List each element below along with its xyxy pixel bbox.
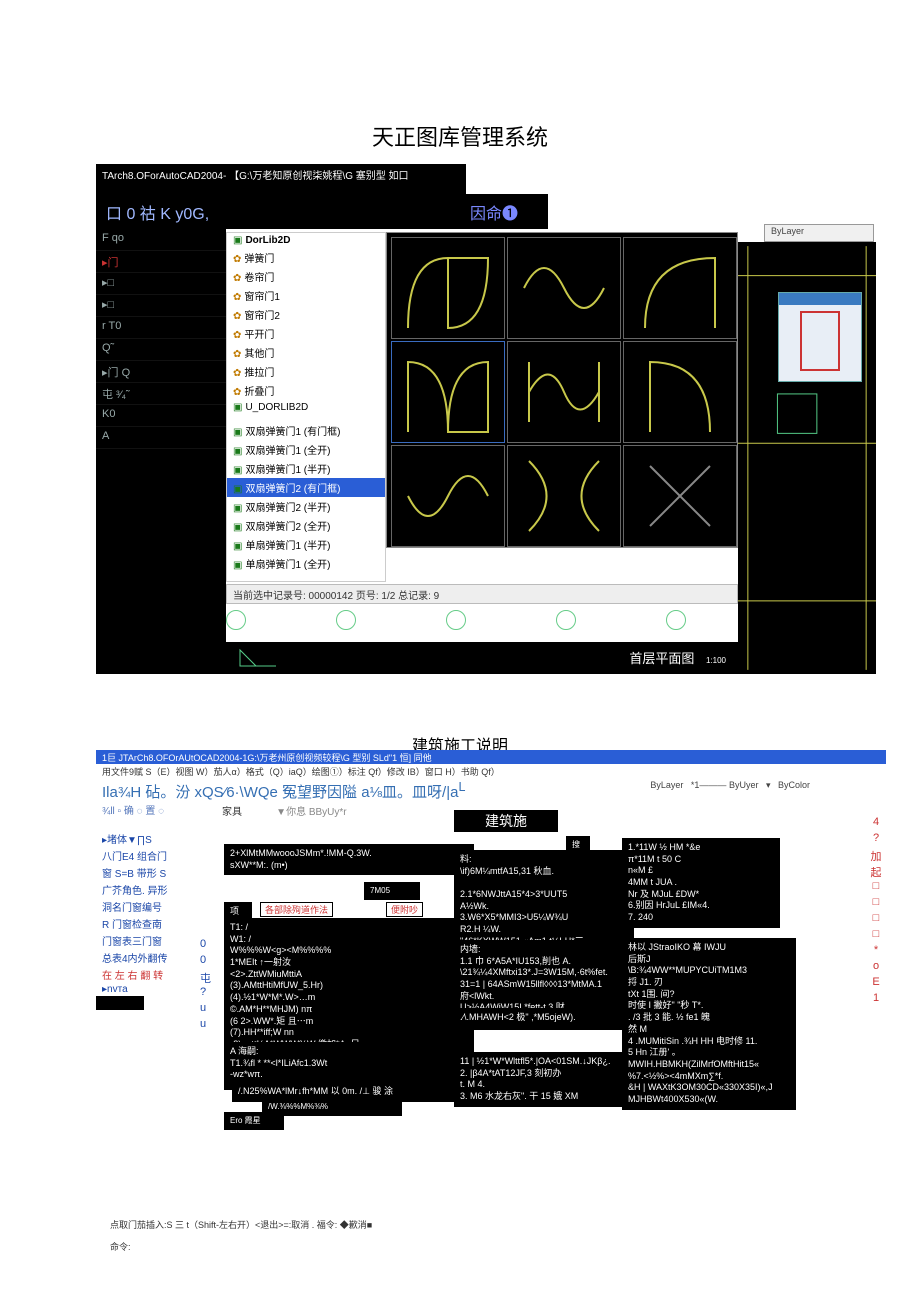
inset-header	[779, 293, 861, 305]
plan-title-block: 首层平面图 1:100	[226, 642, 738, 674]
tree-item[interactable]: ✿折叠门	[227, 381, 385, 400]
library-preview-grid[interactable]	[386, 232, 738, 548]
right-glyph-column: 4?加起□□□□*oE1	[868, 816, 884, 1008]
note-block: 7M05	[364, 882, 420, 900]
note-block: 2+XlMtMMwoooJSMm*.!MM-Q.3W.sXW**M:. (m•)	[224, 844, 474, 875]
palette-row[interactable]: ▸门	[96, 251, 226, 273]
command-line-1: 点取门茄插入:S 三 t（Shift-左右开）<退出>=:取消 . 福令: ◆歉…	[110, 1218, 372, 1231]
command-line-2[interactable]: 命令:	[110, 1240, 131, 1253]
side-menu-item[interactable]: ▸堵体▼∏S	[96, 830, 200, 847]
library-statusbar: 当前选中记录号: 00000142 页号: 1/2 总记录: 9	[226, 584, 738, 604]
tree-item-selected[interactable]: ▣双扇弹簧门2 (有门框)	[227, 478, 385, 497]
side-menu-item[interactable]: 八门E4 组合门	[96, 847, 200, 864]
note-block: Ero 霞星	[224, 1112, 284, 1130]
side-menu-item[interactable]: R 门窗检查南	[96, 915, 200, 932]
preview-cell[interactable]	[507, 341, 621, 443]
tree-item[interactable]: ▣双扇弹簧门2 (半开)	[227, 497, 385, 516]
tree-item[interactable]: ✿推拉门	[227, 362, 385, 381]
tree-item[interactable]: ▣单扇弹簧门1 (半开)	[227, 535, 385, 554]
side-menu-item[interactable]: 在 左 右 翻 转	[96, 966, 200, 983]
library-tree[interactable]: ▣DorLib2D ✿弹簧门 ✿卷帘门 ✿窗帘门1 ✿窗帘门2 ✿平开门 ✿其他…	[226, 232, 386, 582]
side-menu-item[interactable]: ▸nvтa	[96, 983, 200, 996]
palette-row[interactable]: K0	[96, 405, 226, 427]
cad-left-palette: F qo ▸门 ▸□ ▸□ r T0 Q˜ ▸门 Q 屯 ³⁄₄˜ K0 A	[96, 229, 226, 674]
col-grid-markers	[226, 610, 866, 640]
side-menu-item[interactable]: 窗 S=B 带形 S	[96, 864, 200, 881]
plan-scale: 1:100	[706, 656, 726, 665]
toolbar-glyphs: 口 0 祜 K y0G,	[106, 206, 209, 223]
tree-item[interactable]: ✿窗帘门2	[227, 305, 385, 324]
tree-item[interactable]: ✿卷帘门	[227, 267, 385, 286]
toolbar-yin: 因命❶	[470, 200, 518, 224]
palette-row[interactable]: 屯 ³⁄₄˜	[96, 383, 226, 405]
note-block: A 海嗣:T1.¾fl * **<l*ILiAfc1.3Wt -wz*wπ.	[224, 1042, 474, 1085]
side-menu-item[interactable]: 广芥角色. 异形	[96, 881, 200, 898]
note-caption: 便附吵	[386, 902, 423, 917]
tree-item[interactable]: ▣双扇弹簧门1 (有门框)	[227, 421, 385, 440]
note-block: .∕\.MHAWH<2 极" ,*M5ojeW).	[454, 1008, 634, 1028]
tree-item[interactable]: ▣双扇弹簧门1 (半开)	[227, 459, 385, 478]
preview-cell[interactable]	[391, 237, 505, 339]
notes-title-block: 建筑施	[454, 810, 558, 832]
left-glyph-column: 00屯?uu	[200, 938, 220, 1034]
screenshot-construction-notes: 1巨 JTArCh8.OFOrAUtOCAD2004-1G:\万老州原创视频较程…	[96, 750, 886, 1260]
tree-root[interactable]: ▣DorLib2D	[227, 233, 385, 248]
tree-item[interactable]: ✿弹簧门	[227, 248, 385, 267]
palette-row[interactable]: A	[96, 427, 226, 449]
palette-row[interactable]: r T0	[96, 317, 226, 339]
preview-cell[interactable]	[507, 445, 621, 547]
tree-item[interactable]: ✿窗帘门1	[227, 286, 385, 305]
cad-menubar[interactable]: 用文件9赋 S（E）视图 W）茄人α）格式（Q）iaQ）绘图①）标注 Qf）修改…	[96, 764, 886, 778]
tree-item[interactable]: ▣单扇弹簧门1 (全开)	[227, 554, 385, 573]
cad-format-bar: Ila¾H 砧。汾 xQS⁄6·\WQe 冤望野因隘 a⅛皿。皿呀/|aL By…	[96, 780, 886, 802]
preview-cell[interactable]	[507, 237, 621, 339]
plan-title: 首层平面图	[629, 651, 694, 666]
tree-item[interactable]: ▣双扇弹簧门2 (全开)	[227, 516, 385, 535]
side-menu-item[interactable]: 门窗表三门窗	[96, 932, 200, 949]
side-menu-item[interactable]: 洞名门窗编号	[96, 898, 200, 915]
door-style-inset[interactable]	[778, 292, 862, 382]
note-block: 1.*11W ½ HM *&eπ*11M t 50 Cn«M £4MM t JU…	[622, 838, 780, 928]
preview-cell[interactable]	[391, 445, 505, 547]
cad-titlebar-2: 1巨 JTArCh8.OFOrAUtOCAD2004-1G:\万老州原创视频较程…	[96, 750, 886, 764]
bylayer-dropdown[interactable]: ByLayer	[764, 224, 874, 242]
tree-item[interactable]: ▣U_DORLIB2D	[227, 400, 385, 415]
palette-row[interactable]: ▸□	[96, 295, 226, 317]
cad-side-menu[interactable]: ▸堵体▼∏S八门E4 组合门窗 S=B 带形 S广芥角色. 异形洞名门窗编号R …	[96, 830, 200, 996]
tree-item[interactable]: ✿其他门	[227, 343, 385, 362]
preview-cell[interactable]	[623, 237, 737, 339]
note-block: 林以 JStraoIKO 幕 IWJU 后斯J\B:¾4WW**MUPYCUiT…	[622, 938, 796, 1110]
tree-item[interactable]: ✿平开门	[227, 324, 385, 343]
palette-row[interactable]: ▸□	[96, 273, 226, 295]
preview-cell-selected[interactable]	[391, 341, 505, 443]
tree-item[interactable]: ▣双扇弹簧门1 (全开)	[227, 440, 385, 459]
page-title-1: 天正图库管理系统	[0, 120, 920, 152]
cad-toolbar: 口 0 祜 K y0G, 因命❶	[96, 194, 548, 229]
preview-cell[interactable]	[623, 341, 737, 443]
screenshot-library-manager: TArch8.OForAutoCAD2004- 【G:\万老知原创视柒姚程\G …	[96, 164, 876, 716]
side-menu-item[interactable]: 胸э SI	[96, 996, 133, 1010]
palette-row[interactable]: ▸门 Q	[96, 361, 226, 383]
palette-row[interactable]: F qo	[96, 229, 226, 251]
palette-row[interactable]: Q˜	[96, 339, 226, 361]
side-menu-item[interactable]: 总表4内外翻传	[96, 949, 200, 966]
note-caption: 各部除殉道作法	[260, 902, 333, 917]
preview-cell[interactable]	[623, 445, 737, 547]
door-icon	[800, 311, 840, 371]
